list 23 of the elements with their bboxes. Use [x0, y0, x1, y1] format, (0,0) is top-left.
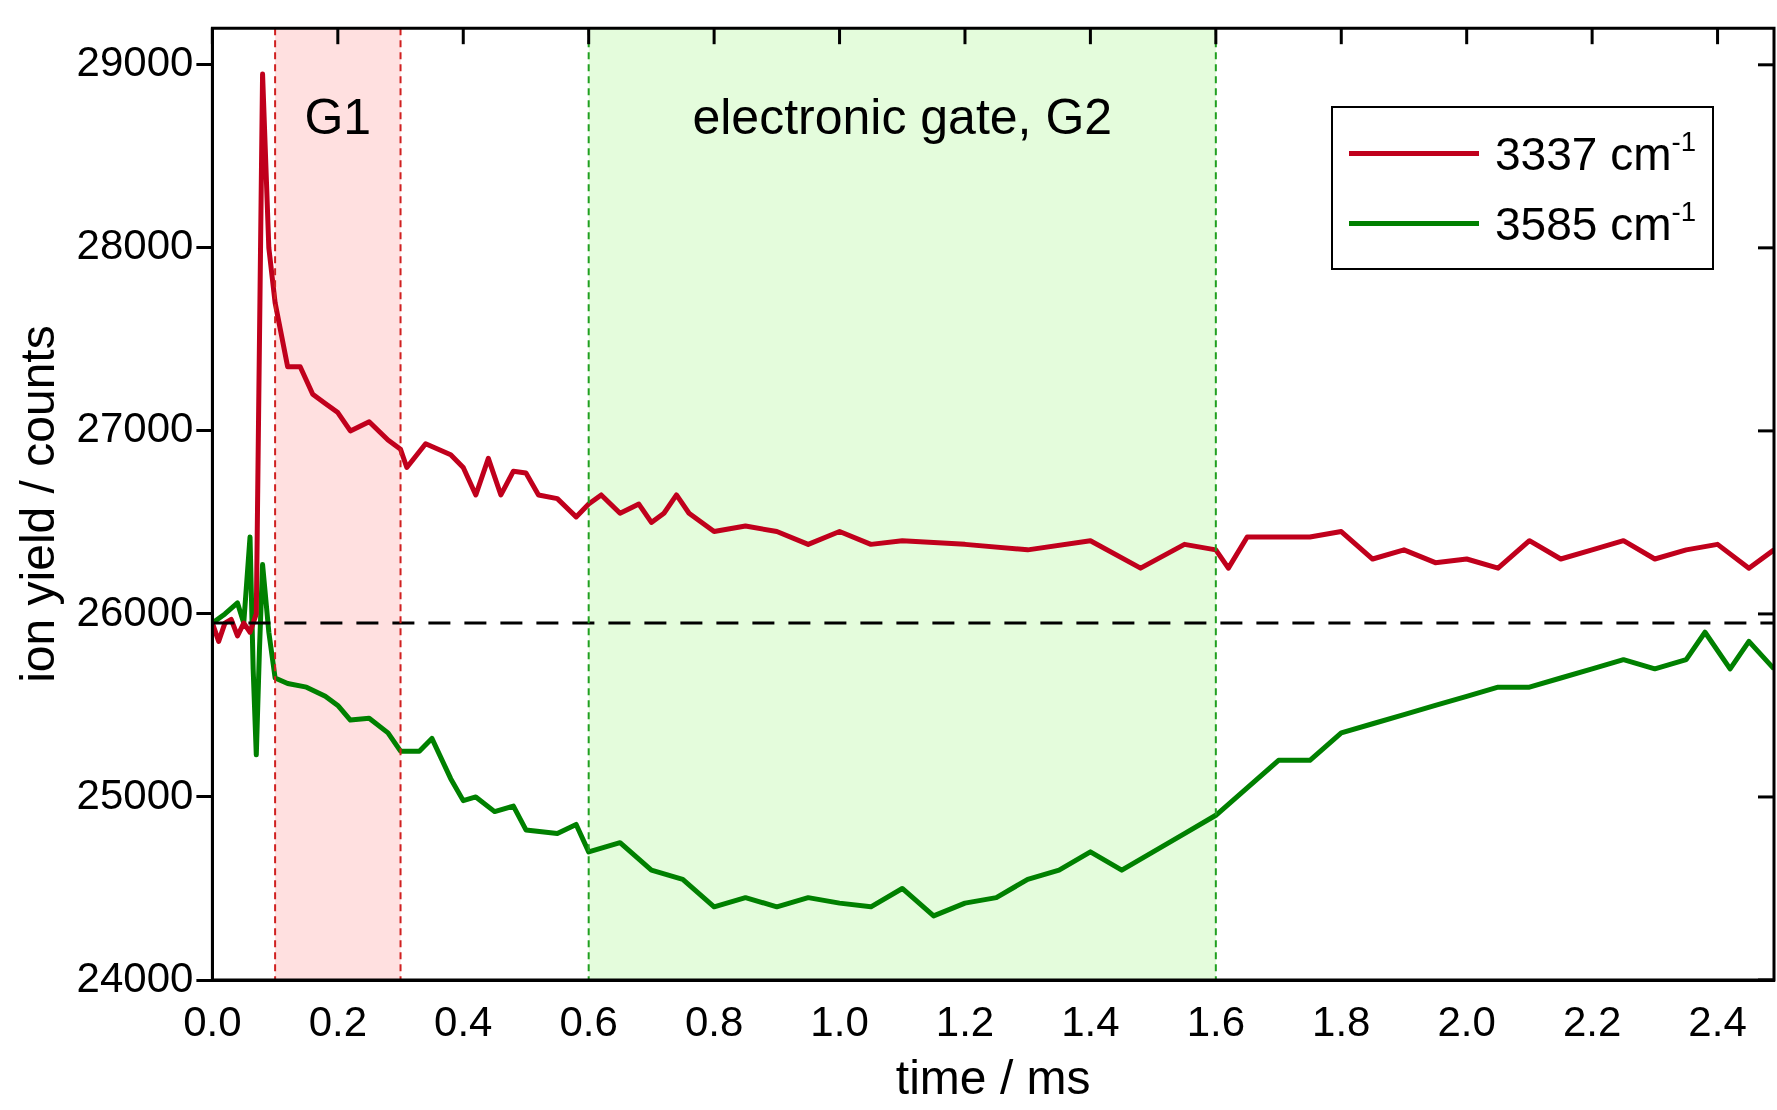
legend-label: 3585 cm$^{-1}$ — [1495, 195, 1696, 251]
y-tick-label: 25000 — [76, 770, 194, 818]
x-tick-label: 2.0 — [1437, 997, 1496, 1045]
x-tick-label: 1.8 — [1312, 997, 1371, 1045]
x-axis-title: time / ms — [895, 1051, 1091, 1105]
x-tick-label: 2.4 — [1688, 997, 1747, 1045]
legend-label: 3337 cm$^{-1}$ — [1495, 125, 1696, 181]
y-tick-label: 27000 — [76, 404, 194, 452]
y-axis-title: ion yield / counts — [11, 325, 65, 683]
y-tick-label: 28000 — [76, 221, 194, 269]
x-tick-label: 1.6 — [1186, 997, 1246, 1045]
x-tick-label: 1.2 — [935, 997, 995, 1045]
band-label: electronic gate, G2 — [692, 88, 1113, 145]
y-tick-label: 29000 — [76, 38, 194, 86]
y-tick-label: 26000 — [76, 587, 194, 635]
x-tick-label: 0.8 — [684, 997, 744, 1045]
band-label: G1 — [304, 88, 372, 145]
x-tick-label: 0.4 — [434, 997, 493, 1045]
x-tick-label: 1.0 — [810, 997, 869, 1045]
x-tick-label: 2.2 — [1562, 997, 1622, 1045]
x-tick-label: 0.2 — [308, 997, 368, 1045]
x-tick-label: 1.4 — [1061, 997, 1120, 1045]
x-tick-label: 0.6 — [559, 997, 618, 1045]
